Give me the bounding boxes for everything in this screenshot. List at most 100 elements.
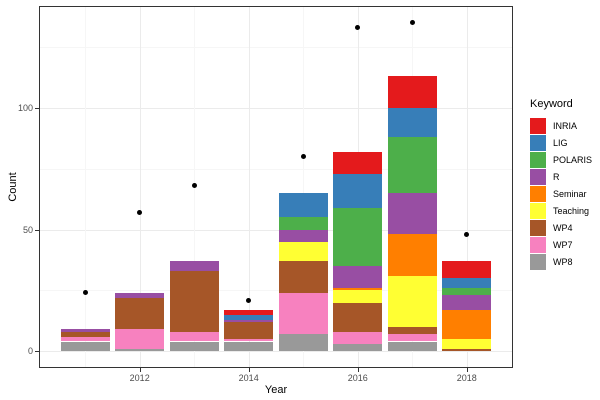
legend-key-swatch (530, 202, 546, 219)
legend-label: POLARIS (553, 154, 593, 165)
x-tick-label: 2016 (347, 373, 368, 383)
bar-segment-2017-Seminar (387, 234, 437, 276)
legend: Keyword INRIA LIG POLARIS R Seminar Teaching W… (530, 98, 592, 270)
x-axis-title: Year (264, 384, 288, 396)
bar-segment-2013-WP7 (169, 331, 219, 342)
legend-item-INRIA: INRIA (530, 117, 592, 134)
bar-segment-2015-LIG (278, 193, 328, 218)
bar-segment-2018-Teaching (442, 339, 492, 349)
bar-segment-2012-WP4 (115, 297, 165, 330)
legend-items: INRIA LIG POLARIS R Seminar Teaching WP4 WP7 WP8 (530, 117, 592, 270)
total-point-2016 (355, 25, 361, 31)
bar-segment-2015-R (278, 229, 328, 242)
legend-item-WP4: WP4 (530, 219, 592, 236)
bar-segment-2014-WP8 (224, 341, 274, 352)
bar-segment-2018-INRIA (442, 261, 492, 279)
bar-segment-2016-Teaching (333, 290, 383, 303)
y-tick-label: 50 (22, 224, 33, 235)
bar-segment-2013-WP4 (169, 270, 219, 332)
bar-segment-2016-INRIA (333, 151, 383, 174)
legend-label: WP7 (553, 239, 573, 250)
legend-item-Seminar: Seminar (530, 185, 592, 202)
bar-segment-2017-Teaching (387, 275, 437, 327)
gridline-major-v (467, 7, 468, 367)
y-tick-mark (35, 229, 39, 231)
total-point-2014 (246, 297, 252, 303)
bar-segment-2014-LIG (224, 314, 274, 320)
x-tick-mark (139, 368, 141, 372)
bar-segment-2018-LIG (442, 278, 492, 288)
bar-segment-2011-WP7 (60, 336, 110, 342)
bar-segment-2015-WP8 (278, 334, 328, 352)
legend-label: LIG (553, 137, 568, 148)
y-tick-mark (35, 351, 39, 353)
gridline-major-h (40, 229, 512, 231)
legend-key-swatch (530, 253, 546, 270)
total-point-2018 (464, 231, 470, 237)
bar-segment-2018-POLARIS (442, 287, 492, 296)
legend-item-POLARIS: POLARIS (530, 151, 592, 168)
legend-key-swatch (530, 134, 546, 151)
gridline-major-v (140, 7, 141, 367)
bar-segment-2018-R (442, 295, 492, 310)
legend-label: WP8 (553, 256, 573, 267)
total-point-2015 (300, 154, 306, 160)
bar-segment-2013-R (169, 261, 219, 271)
bar-segment-2013-WP8 (169, 341, 219, 352)
total-point-2017 (409, 20, 415, 26)
x-tick-label: 2012 (129, 373, 150, 383)
bar-segment-2016-LIG (333, 173, 383, 208)
y-tick-label: 100 (17, 102, 33, 113)
total-point-2012 (137, 210, 143, 215)
legend-key-swatch (530, 168, 546, 185)
bar-segment-2015-POLARIS (278, 217, 328, 230)
legend-key-swatch (530, 219, 546, 236)
bar-segment-2011-WP4 (60, 331, 110, 337)
bar-segment-2015-Teaching (278, 241, 328, 262)
bar-segment-2012-R (115, 292, 165, 298)
bar-segment-2017-WP7 (387, 334, 437, 342)
bar-segment-2014-R (224, 319, 274, 322)
x-tick-label: 2018 (456, 373, 477, 383)
gridline-major-h (40, 351, 512, 353)
legend-key-swatch (530, 117, 546, 134)
y-tick-mark (35, 107, 39, 109)
bar-segment-2017-INRIA (387, 76, 437, 108)
bar-segment-2014-WP7 (224, 339, 274, 342)
legend-item-WP8: WP8 (530, 253, 592, 270)
bar-segment-2014-INRIA (224, 309, 274, 315)
bar-segment-2017-WP8 (387, 341, 437, 352)
bar-segment-2016-WP4 (333, 302, 383, 332)
legend-item-R: R (530, 168, 592, 185)
legend-item-LIG: LIG (530, 134, 592, 151)
gridline-minor-h (40, 47, 512, 49)
x-tick-mark (357, 368, 359, 372)
legend-key-swatch (530, 151, 546, 168)
legend-label: WP4 (553, 222, 573, 233)
legend-label: Teaching (553, 205, 590, 216)
bar-segment-2016-WP7 (333, 331, 383, 344)
bar-segment-2017-LIG (387, 107, 437, 138)
total-point-2011 (82, 290, 88, 296)
bar-segment-2016-POLARIS (333, 207, 383, 267)
bar-segment-2012-WP7 (115, 329, 165, 349)
legend-label: INRIA (553, 120, 578, 131)
y-tick-label: 0 (27, 346, 33, 357)
bar-segment-2011-R (60, 329, 110, 332)
bar-segment-2017-WP4 (387, 326, 437, 335)
legend-label: R (553, 171, 560, 182)
legend-item-Teaching: Teaching (530, 202, 592, 219)
legend-item-WP7: WP7 (530, 236, 592, 253)
bar-segment-2018-WP4 (442, 348, 492, 352)
bar-segment-2016-Seminar (333, 287, 383, 291)
gridline-minor-v (303, 7, 304, 367)
bar-segment-2011-WP8 (60, 341, 110, 352)
gridline-major-h (40, 107, 512, 109)
plot-panel (39, 6, 513, 368)
y-axis-title: Count (7, 172, 19, 202)
legend-label: Seminar (553, 188, 587, 199)
bar-segment-2015-WP7 (278, 292, 328, 335)
gridline-minor-h (40, 168, 512, 170)
x-tick-mark (466, 368, 468, 372)
